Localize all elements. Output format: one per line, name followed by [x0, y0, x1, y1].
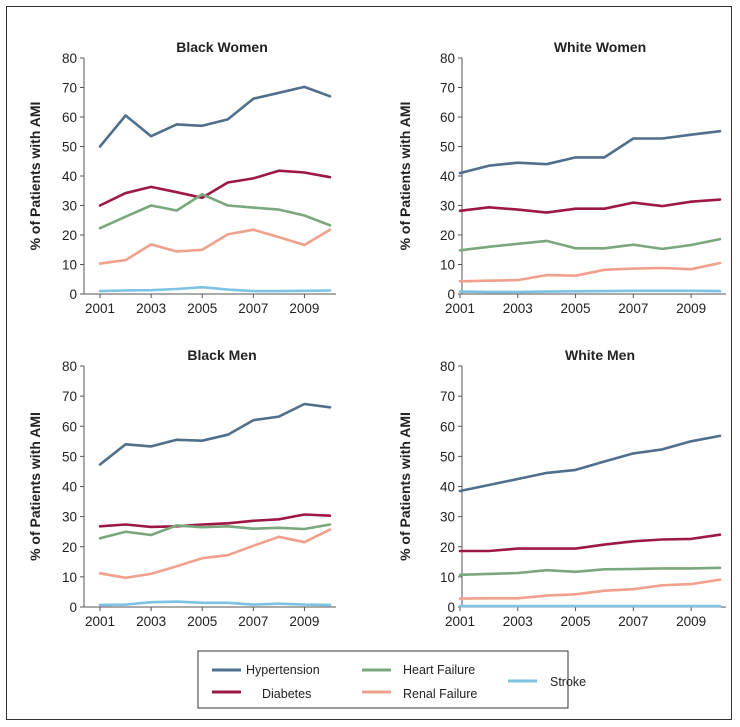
y-tick-label: 60 — [440, 419, 455, 434]
legend-label-hypertension: Hypertension — [246, 663, 320, 677]
x-tick-label: 2003 — [503, 301, 533, 316]
series-line-renal-failure — [98, 528, 332, 580]
series-line-hypertension — [98, 85, 332, 148]
x-tick-label: 2009 — [676, 614, 706, 629]
y-tick-label: 0 — [447, 287, 455, 302]
series-line-renal-failure — [98, 228, 332, 265]
panel-title: White Women — [554, 39, 646, 55]
panel-title: Black Men — [187, 347, 256, 363]
legend-label-heart-failure: Heart Failure — [403, 663, 475, 677]
y-tick-label: 50 — [440, 449, 455, 464]
y-tick-label: 30 — [440, 510, 455, 525]
series-line-diabetes — [458, 533, 722, 553]
y-axis-label: % of Patients with AMI — [397, 102, 413, 251]
x-tick-label: 2001 — [445, 614, 475, 629]
y-tick-label: 80 — [62, 359, 77, 374]
series-line-renal-failure — [458, 578, 722, 600]
y-tick-label: 20 — [62, 540, 77, 555]
legend-label-stroke: Stroke — [550, 675, 586, 689]
x-tick-label: 2001 — [85, 301, 115, 316]
y-tick-label: 40 — [440, 480, 455, 495]
y-axis-label: % of Patients with AMI — [27, 412, 43, 561]
y-tick-label: 20 — [62, 228, 77, 243]
series-line-heart-failure — [458, 566, 722, 577]
y-tick-label: 60 — [62, 419, 77, 434]
x-tick-label: 2007 — [618, 614, 648, 629]
panels: Black Women % of Patients with AMI 0 10 20 30… — [27, 39, 726, 629]
x-tick-label: 2001 — [445, 301, 475, 316]
legend-box — [197, 650, 569, 709]
x-tick-label: 2001 — [85, 614, 115, 629]
y-tick-label: 80 — [440, 359, 455, 374]
y-tick-label: 20 — [440, 228, 455, 243]
y-tick-label: 70 — [62, 81, 77, 96]
x-tick-label: 2009 — [289, 614, 319, 629]
x-tick-label: 2007 — [238, 301, 268, 316]
y-axis-label: % of Patients with AMI — [397, 412, 413, 561]
figure-frame — [6, 6, 732, 720]
y-tick-label: 30 — [62, 199, 77, 214]
y-tick-label: 80 — [62, 51, 77, 66]
x-tick-label: 2003 — [503, 614, 533, 629]
y-tick-label: 40 — [62, 480, 77, 495]
y-tick-label: 50 — [62, 449, 77, 464]
panel-title: Black Women — [176, 39, 268, 55]
panel-black-women: Black Women % of Patients with AMI 0 10 20 30… — [27, 39, 336, 316]
series-line-diabetes — [458, 198, 722, 214]
x-tick-label: 2005 — [187, 614, 217, 629]
series-line-hypertension — [98, 402, 332, 466]
y-tick-label: 30 — [62, 510, 77, 525]
y-tick-label: 50 — [62, 140, 77, 155]
x-tick-label: 2009 — [289, 301, 319, 316]
y-tick-label: 10 — [440, 570, 455, 585]
y-tick-label: 10 — [62, 570, 77, 585]
panel-black-men: Black Men % of Patients with AMI 0 10 20 30 40… — [27, 347, 336, 629]
legend-label-renal-failure: Renal Failure — [403, 687, 477, 701]
y-tick-label: 60 — [62, 110, 77, 125]
x-tick-label: 2009 — [676, 301, 706, 316]
y-tick-label: 0 — [69, 600, 77, 615]
series-line-hypertension — [458, 129, 722, 175]
y-tick-label: 60 — [440, 110, 455, 125]
x-tick-label: 2005 — [561, 614, 591, 629]
legend: Hypertension Heart Failure Stroke Diabet… — [197, 650, 586, 709]
y-tick-label: 40 — [62, 169, 77, 184]
y-tick-label: 0 — [69, 287, 77, 302]
x-tick-label: 2005 — [561, 301, 591, 316]
y-axis-label: % of Patients with AMI — [27, 102, 43, 251]
series-line-heart-failure — [458, 237, 722, 252]
x-tick-label: 2003 — [136, 614, 166, 629]
series-line-hypertension — [458, 434, 722, 493]
series-line-stroke — [98, 285, 332, 293]
x-tick-label: 2005 — [187, 301, 217, 316]
series-line-heart-failure — [98, 193, 332, 230]
y-tick-label: 70 — [440, 389, 455, 404]
legend-label-diabetes: Diabetes — [262, 687, 311, 701]
y-tick-label: 10 — [62, 258, 77, 273]
y-tick-label: 70 — [440, 81, 455, 96]
y-tick-label: 30 — [440, 199, 455, 214]
x-tick-label: 2007 — [238, 614, 268, 629]
series-line-heart-failure — [98, 523, 332, 540]
series-line-diabetes — [98, 513, 332, 529]
panel-title: White Men — [565, 347, 635, 363]
y-tick-label: 40 — [440, 169, 455, 184]
y-tick-label: 70 — [62, 389, 77, 404]
y-tick-label: 10 — [440, 258, 455, 273]
y-tick-label: 50 — [440, 140, 455, 155]
panel-white-men: White Men % of Patients with AMI 0 10 20 30 40… — [397, 347, 726, 629]
y-tick-label: 80 — [440, 51, 455, 66]
x-tick-label: 2007 — [618, 301, 648, 316]
series-line-diabetes — [98, 169, 332, 207]
y-tick-label: 0 — [447, 600, 455, 615]
series-line-renal-failure — [458, 261, 722, 283]
series-line-stroke — [98, 600, 332, 607]
x-tick-label: 2003 — [136, 301, 166, 316]
panel-white-women: White Women % of Patients with AMI 0 10 20 30… — [397, 39, 726, 316]
y-tick-label: 20 — [440, 540, 455, 555]
series-line-stroke — [458, 289, 722, 294]
